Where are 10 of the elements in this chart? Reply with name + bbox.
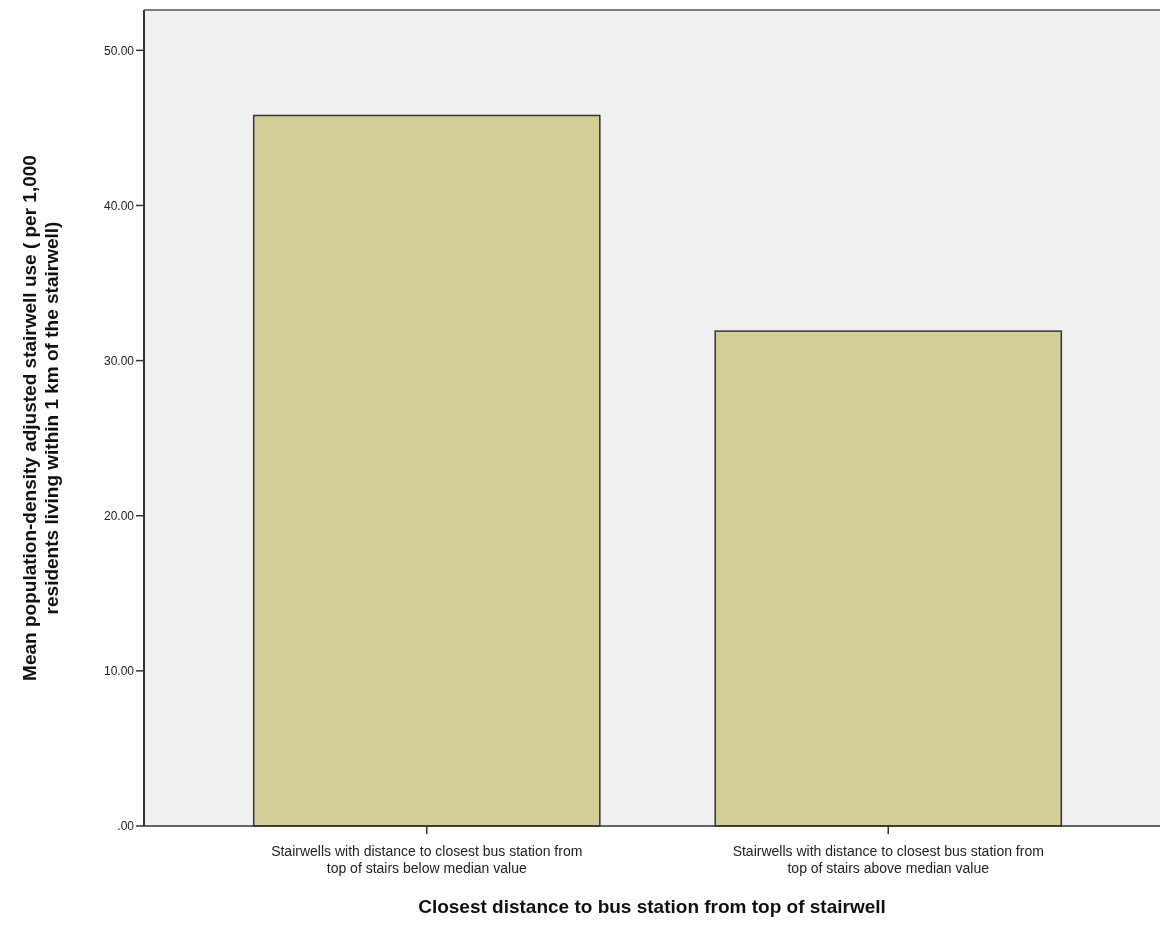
y-tick-label: 50.00 [103,43,135,58]
y-tick-label: .00 [117,819,135,834]
y-axis-title: Mean population-density adjusted stairwell use ( per 1,000 residents living within 1 km of the stairwell) [19,155,62,681]
x-tick-label: Stairwells with distance to closest bus station from top of stairs below median value [271,843,583,876]
y-tick-label: 30.00 [103,353,135,368]
y-tick-label: 20.00 [103,508,135,523]
x-axis-title: Closest distance to bus station from top of stairwell [418,896,886,917]
y-tick-label: 40.00 [103,198,135,213]
y-tick-label: 10.00 [103,664,135,679]
x-tick-label: Stairwells with distance to closest bus station from top of stairs above median value [732,843,1044,876]
